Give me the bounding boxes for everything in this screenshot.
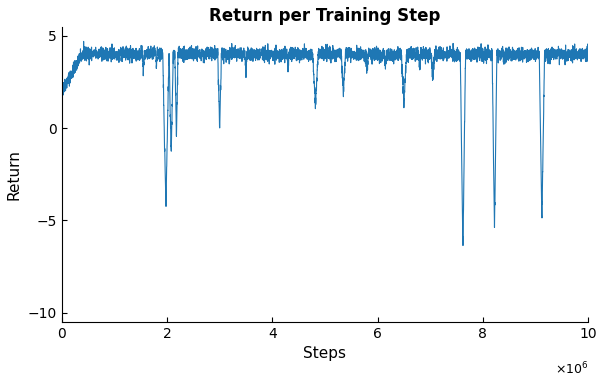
X-axis label: Steps: Steps	[303, 346, 347, 361]
Y-axis label: Return: Return	[7, 149, 22, 200]
Text: $\times10^6$: $\times10^6$	[554, 361, 588, 377]
Title: Return per Training Step: Return per Training Step	[209, 7, 440, 25]
